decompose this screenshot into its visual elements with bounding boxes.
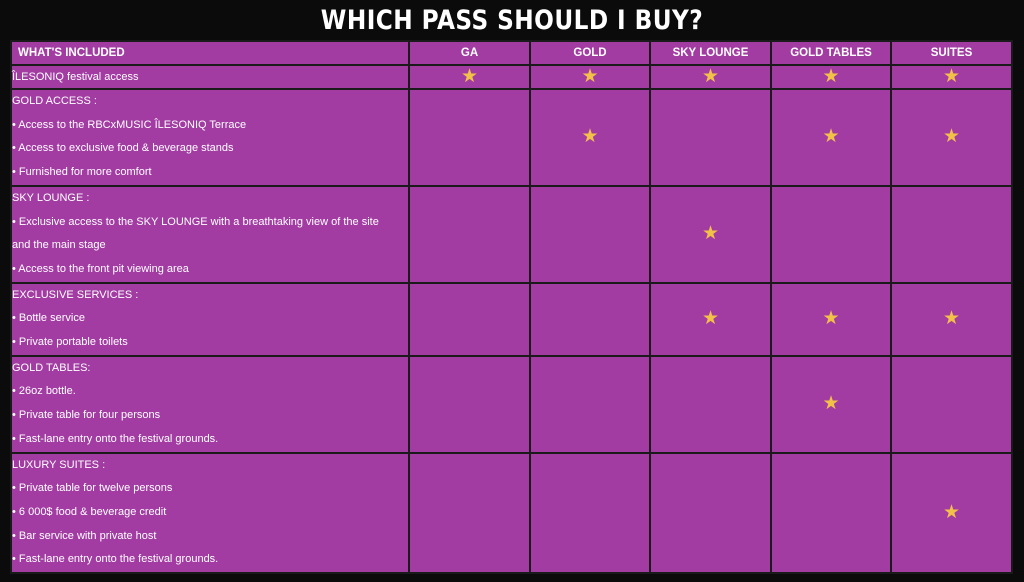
star-icon: ★ (701, 223, 720, 245)
column-header-whats-included: WHAT'S INCLUDED (10, 40, 410, 66)
star-icon: ★ (942, 66, 961, 87)
cell-gold: ★ (529, 64, 651, 90)
cell-sky-lounge: ★ (649, 281, 772, 357)
feature-bullet: • Private table for twelve persons (12, 482, 173, 495)
feature-heading: GOLD TABLES: (12, 361, 91, 374)
star-icon: ★ (942, 126, 961, 148)
cell-gold (529, 451, 651, 575)
cell-sky-lounge: ★ (649, 184, 772, 284)
feature-bullet: • Private portable toilets (12, 336, 128, 349)
column-header-ga: GA (408, 40, 531, 66)
cell-suites: ★ (890, 88, 1013, 187)
feature-heading: ÎLESONIQ festival access (12, 71, 139, 83)
cell-gold-tables: ★ (770, 88, 892, 187)
feature-bullet: • Access to the RBCxMUSIC ÎLESONIQ Terra… (12, 118, 247, 131)
feature-bullet: • Bottle service (12, 312, 85, 325)
feature-bullet: • Fast-lane entry onto the festival grou… (12, 553, 219, 566)
star-icon: ★ (581, 66, 599, 87)
pass-comparison-table: WHAT'S INCLUDED GA GOLD SKY LOUNGE GOLD … (10, 40, 1013, 575)
feature-bullet: • Fast-lane entry onto the festival grou… (12, 432, 219, 445)
column-header-gold: GOLD (529, 40, 651, 66)
feature-description-cell: EXCLUSIVE SERVICES : • Bottle service • Pr… (10, 281, 410, 357)
star-icon: ★ (701, 308, 720, 330)
page-title: WHICH PASS SHOULD I BUY? (320, 4, 704, 36)
table-row: GOLD ACCESS : • Access to the RBCxMUSIC Î… (10, 88, 1013, 187)
feature-heading: EXCLUSIVE SERVICES : (12, 288, 139, 301)
cell-sky-lounge (649, 88, 772, 187)
feature-heading: GOLD ACCESS : (12, 95, 97, 107)
cell-gold-tables: ★ (770, 354, 892, 454)
feature-description-cell: ÎLESONIQ festival access (10, 64, 410, 90)
cell-sky-lounge: ★ (649, 64, 772, 90)
column-header-sky-lounge: SKY LOUNGE (649, 40, 772, 66)
cell-gold (529, 281, 651, 357)
table-row: SKY LOUNGE : • Exclusive access to the SK… (10, 184, 1013, 284)
cell-sky-lounge (649, 451, 772, 575)
column-header-gold-tables: GOLD TABLES (770, 40, 892, 66)
table-row: EXCLUSIVE SERVICES : • Bottle service • Pr… (10, 281, 1013, 357)
feature-description-cell: SKY LOUNGE : • Exclusive access to the SK… (10, 184, 410, 284)
cell-ga: ★ (408, 64, 531, 90)
cell-gold-tables: ★ (770, 64, 892, 90)
table-row: GOLD TABLES: • 26oz bottle. • Private tabl… (10, 354, 1013, 454)
feature-bullet: and the main stage (12, 239, 106, 252)
feature-heading: LUXURY SUITES : (12, 458, 106, 471)
feature-bullet: • 6 000$ food & beverage credit (12, 505, 167, 518)
feature-description-cell: GOLD ACCESS : • Access to the RBCxMUSIC Î… (10, 88, 410, 187)
star-icon: ★ (942, 501, 961, 523)
cell-ga (408, 184, 531, 284)
cell-gold-tables (770, 184, 892, 284)
cell-ga (408, 281, 531, 357)
feature-bullet: • Bar service with private host (12, 529, 157, 542)
feature-bullet: • 26oz bottle. (12, 385, 76, 398)
feature-bullet: • Access to the front pit viewing area (12, 262, 189, 275)
cell-sky-lounge (649, 354, 772, 454)
star-icon: ★ (822, 308, 840, 330)
star-icon: ★ (942, 308, 961, 330)
table-row: LUXURY SUITES : • Private table for twelv… (10, 451, 1013, 575)
feature-bullet: • Exclusive access to the SKY LOUNGE wit… (12, 215, 379, 228)
feature-bullet: • Private table for four persons (12, 409, 161, 422)
cell-suites (890, 354, 1013, 454)
cell-gold (529, 354, 651, 454)
star-icon: ★ (822, 66, 840, 87)
table-header-row: WHAT'S INCLUDED GA GOLD SKY LOUNGE GOLD … (10, 40, 1013, 66)
feature-description-cell: LUXURY SUITES : • Private table for twelv… (10, 451, 410, 575)
feature-bullet: • Furnished for more comfort (12, 166, 152, 179)
cell-ga (408, 88, 531, 187)
cell-gold (529, 184, 651, 284)
column-header-suites: SUITES (890, 40, 1013, 66)
table-row: ÎLESONIQ festival access ★ ★ ★ ★ ★ (10, 64, 1013, 90)
cell-gold-tables: ★ (770, 281, 892, 357)
feature-bullet: • Access to exclusive food & beverage st… (12, 142, 234, 155)
cell-ga (408, 451, 531, 575)
feature-description-cell: GOLD TABLES: • 26oz bottle. • Private tabl… (10, 354, 410, 454)
cell-suites: ★ (890, 281, 1013, 357)
star-icon: ★ (460, 66, 479, 87)
star-icon: ★ (581, 126, 599, 148)
cell-gold-tables (770, 451, 892, 575)
star-icon: ★ (701, 66, 720, 87)
cell-ga (408, 354, 531, 454)
star-icon: ★ (822, 126, 840, 148)
feature-heading: SKY LOUNGE : (12, 191, 90, 204)
cell-suites (890, 184, 1013, 284)
cell-suites: ★ (890, 451, 1013, 575)
cell-suites: ★ (890, 64, 1013, 90)
star-icon: ★ (822, 393, 840, 415)
cell-gold: ★ (529, 88, 651, 187)
